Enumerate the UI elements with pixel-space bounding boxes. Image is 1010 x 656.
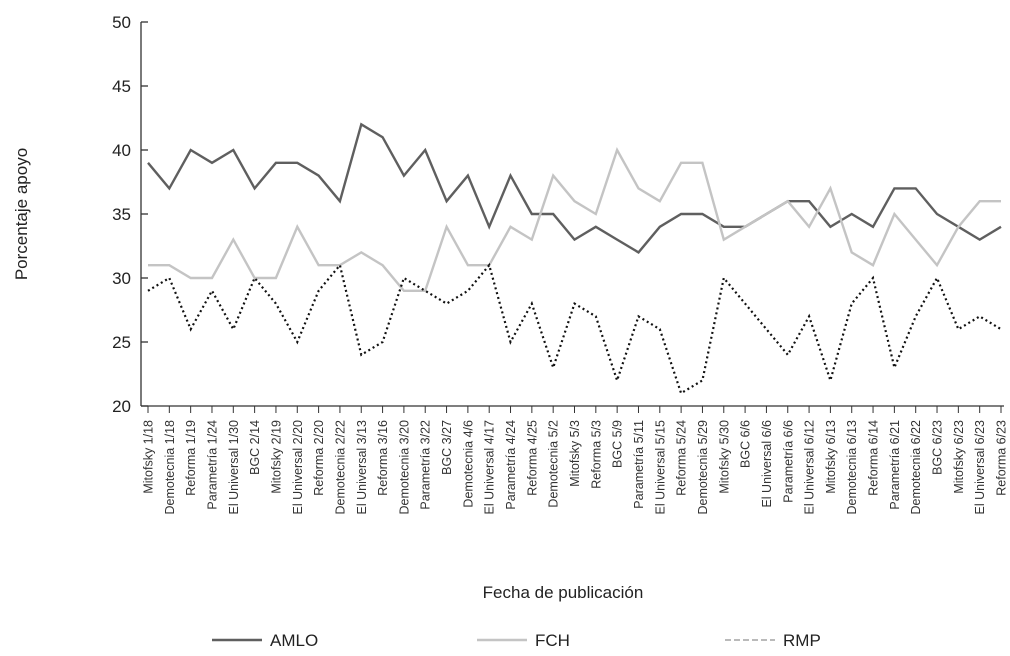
x-tick-label: Demotecnia 1/18 [163, 420, 177, 515]
x-tick-label: El Universal 1/30 [227, 420, 241, 515]
x-tick-label: Demotecnia 6/13 [845, 420, 859, 515]
x-tick-label: Mitofsky 6/23 [952, 420, 966, 494]
x-tick-label: BGC 6/6 [739, 420, 753, 468]
y-tick-label: 20 [112, 397, 131, 416]
chart-axes [140, 22, 1004, 407]
x-tick-label: Parametría 3/22 [419, 420, 433, 510]
x-tick-label: El Universal 6/12 [803, 420, 817, 515]
x-tick-label: Parametría 6/21 [888, 420, 902, 510]
legend-label-rmp: RMP [783, 631, 821, 650]
x-tick-label: Reforma 5/3 [589, 420, 603, 489]
x-axis-title: Fecha de publicación [483, 583, 644, 602]
x-tick-label: Reforma 3/16 [376, 420, 390, 496]
legend-label-fch: FCH [535, 631, 570, 650]
y-tick-label: 50 [112, 13, 131, 32]
x-tick-label: El Universal 6/6 [760, 420, 774, 508]
x-tick-label: Mitofsky 2/19 [269, 420, 283, 494]
x-tick-label: BGC 6/23 [931, 420, 945, 475]
x-tick-label: Parametría 5/11 [632, 420, 646, 509]
x-tick-label: Reforma 1/19 [184, 420, 198, 496]
y-axis-ticks: 20 25 30 35 40 45 50 [112, 13, 148, 416]
x-tick-label: Parametría 4/24 [504, 420, 518, 510]
x-tick-label: Mitofsky 5/30 [717, 420, 731, 494]
x-tick-label: El Universal 4/17 [483, 420, 497, 515]
series-line-amlo [147, 122, 1002, 254]
x-tick-label: Demotecnia 4/6 [461, 420, 475, 508]
y-tick-label: 35 [112, 205, 131, 224]
legend-label-amlo: AMLO [270, 631, 318, 650]
x-tick-label: El Universal 3/13 [355, 420, 369, 515]
series-lines [147, 122, 1002, 395]
x-tick-label: Demotecnia 3/20 [397, 420, 411, 515]
x-tick-label: Demotecnia 2/22 [333, 420, 347, 515]
x-tick-label: El Universal 2/20 [291, 420, 305, 515]
y-tick-label: 25 [112, 333, 131, 352]
chart-legend: AMLO FCH RMP [212, 631, 821, 650]
x-tick-label: Mitofsky 1/18 [142, 420, 156, 494]
x-tick-label: Mitofsky 6/13 [824, 420, 838, 494]
x-tick-label: Demotecnia 5/29 [696, 420, 710, 515]
x-tick-label: Reforma 4/25 [525, 420, 539, 496]
x-tick-label: Demotecnia 6/22 [909, 420, 923, 515]
x-tick-label: Reforma 6/23 [995, 420, 1009, 496]
y-axis-title: Porcentaje apoyo [12, 148, 31, 280]
x-tick-label: Reforma 6/14 [867, 420, 881, 496]
x-tick-label: BGC 5/9 [611, 420, 625, 468]
x-tick-label: El Universal 5/15 [653, 420, 667, 515]
x-tick-label: BGC 3/27 [440, 420, 454, 475]
x-tick-label: Parametría 6/6 [781, 420, 795, 503]
x-axis-ticks: Mitofsky 1/18 Demotecnia 1/18 Reforma 1/19… [142, 406, 1009, 515]
y-tick-label: 40 [112, 141, 131, 160]
y-tick-label: 30 [112, 269, 131, 288]
x-tick-label: Mitofsky 5/3 [568, 420, 582, 487]
x-tick-label: BGC 2/14 [248, 420, 262, 475]
x-tick-label: El Universal 6/23 [973, 420, 987, 515]
series-line-rmp [147, 262, 1002, 395]
x-tick-label: Reforma 5/24 [675, 420, 689, 496]
x-tick-label: Parametría 1/24 [205, 420, 219, 510]
y-tick-label: 45 [112, 77, 131, 96]
x-tick-label: Reforma 2/20 [312, 420, 326, 496]
series-line-fch [148, 147, 1001, 292]
x-tick-label: Demotecnia 5/2 [547, 420, 561, 508]
